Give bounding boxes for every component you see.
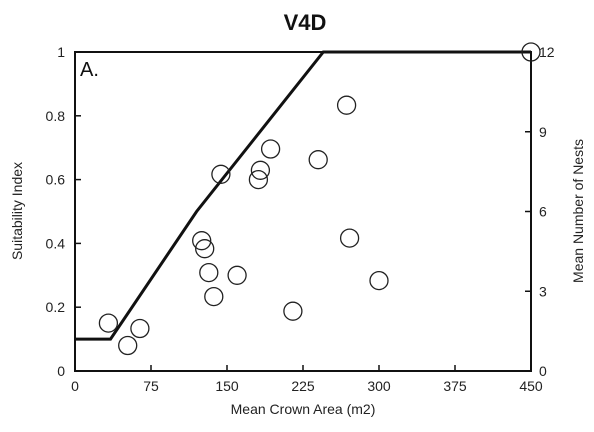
- y-axis-label: Suitability Index: [9, 162, 25, 260]
- y-axis-right: 0 3 6 9 12: [525, 44, 555, 379]
- nest-point: [199, 262, 219, 283]
- nest-points: [98, 42, 541, 356]
- chart-title: V4D: [284, 10, 327, 35]
- nest-point: [283, 301, 303, 321]
- y-tick-label: 0: [57, 363, 65, 379]
- nest-point: [260, 139, 281, 159]
- nest-point: [369, 270, 389, 291]
- nest-point: [339, 228, 360, 248]
- x-axis-label: Mean Crown Area (m2): [231, 401, 376, 417]
- suitability-index-line: [75, 50, 531, 341]
- y-tick-label: 1: [57, 44, 65, 60]
- x-tick-label: 300: [367, 378, 391, 394]
- y2-tick-label: 9: [539, 124, 547, 140]
- y2-axis-label: Mean Number of Nests: [570, 139, 586, 283]
- x-tick-label: 450: [519, 378, 543, 394]
- nest-point: [227, 265, 247, 285]
- x-tick-label: 0: [71, 378, 79, 394]
- nest-point: [250, 160, 271, 180]
- y-axis-left: 0 0.2 0.4 0.6 0.8 1: [46, 44, 81, 379]
- nest-point: [211, 164, 231, 184]
- nest-point: [204, 286, 224, 307]
- plot-area: [74, 51, 532, 372]
- y-tick-label: 0.2: [46, 299, 66, 315]
- y2-tick-label: 3: [539, 283, 547, 299]
- nest-point: [118, 335, 138, 356]
- y-tick-label: 0.6: [46, 172, 66, 188]
- x-tick-label: 225: [291, 378, 315, 394]
- panel-label: A.: [80, 59, 99, 81]
- plot-frame: [74, 51, 532, 372]
- x-axis: 0 75 150 225 300 375 450: [71, 365, 543, 394]
- nest-point: [130, 318, 150, 339]
- x-tick-label: 375: [443, 378, 467, 394]
- y2-tick-label: 12: [539, 44, 555, 60]
- nest-point: [308, 150, 328, 170]
- nest-point: [195, 239, 215, 259]
- nest-point: [521, 42, 541, 62]
- x-tick-label: 150: [215, 378, 239, 394]
- y2-tick-label: 0: [539, 363, 547, 379]
- x-tick-label: 75: [143, 378, 159, 394]
- nest-point: [248, 169, 269, 190]
- nest-point: [336, 95, 357, 115]
- y2-tick-label: 6: [539, 204, 547, 220]
- y-tick-label: 0.4: [46, 235, 66, 251]
- nest-point: [98, 313, 119, 333]
- nest-point: [192, 231, 212, 251]
- y-tick-label: 0.8: [46, 108, 66, 124]
